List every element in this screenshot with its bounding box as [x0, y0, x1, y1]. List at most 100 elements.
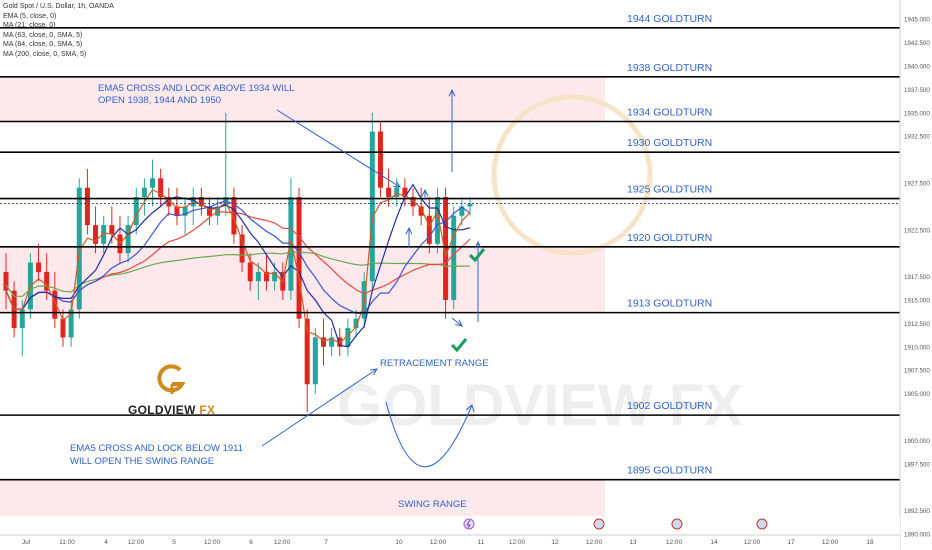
price-tick-label: 1890.000	[904, 532, 930, 539]
time-tick-label: 12:00	[586, 539, 603, 546]
candle-body	[272, 271, 278, 282]
level-label: 1944 GOLDTURN	[627, 13, 712, 25]
time-tick-label: 12:00	[204, 539, 221, 546]
time-tick-label: 12:00	[822, 539, 839, 546]
time-tick-label: 12:00	[744, 539, 761, 546]
time-tick-label: 13	[629, 539, 637, 546]
level-label: 1930 GOLDTURN	[627, 137, 712, 149]
candle-body	[60, 318, 66, 338]
level-label: 1913 GOLDTURN	[627, 298, 712, 310]
level-label: 1920 GOLDTURN	[627, 232, 712, 244]
arrow-up-1944-head	[448, 88, 456, 97]
candle-body	[109, 225, 115, 235]
swing-curve-head	[465, 404, 475, 413]
candle-body	[345, 328, 351, 347]
candle-body	[158, 178, 164, 198]
time-tick-label: 11	[478, 539, 485, 546]
moving-averages	[5, 183, 471, 348]
level-lines[interactable]: 1956 GOLDTURN1956.7001950 GOLDTURN1950.5…	[0, 0, 932, 485]
time-tick-label: Jul	[22, 539, 31, 546]
lower-note-line1: EMA5 CROSS AND LOCK BELOW 1911	[70, 443, 243, 454]
candle-body	[101, 225, 107, 244]
candle-body	[198, 197, 204, 207]
upper-note-line2: OPEN 1938, 1944 AND 1950	[98, 95, 221, 106]
arrow-up-1925-head	[474, 240, 482, 249]
lightning-icon[interactable]	[463, 518, 475, 530]
candle-body	[84, 187, 90, 226]
upper-note-line1: EMA5 CROSS AND LOCK ABOVE 1934 WILL	[98, 83, 294, 94]
candle-body	[369, 131, 375, 282]
candle-body	[223, 197, 229, 207]
logo-wordmark: GOLDVIEW FX	[128, 403, 215, 417]
time-axis[interactable]: Jul 11:00 4 12:00 5 12:00 6 12:00 7 10 12:00 11 12:0…	[0, 516, 900, 550]
time-tick-label: 12:00	[430, 539, 447, 546]
arrow-small-down-head	[455, 319, 463, 327]
check-marks	[450, 248, 486, 353]
logo-word-main: GOLDVIEW	[128, 403, 196, 417]
level-label: 1934 GOLDTURN	[627, 106, 712, 118]
us-flag-icon[interactable]	[593, 518, 605, 530]
time-tick-label: 4	[104, 539, 108, 546]
price-tick-label: 1917.500	[904, 274, 930, 281]
legend-ma21[interactable]: MA (21, close, 0)	[3, 22, 56, 29]
legend-ma200[interactable]: MA (200, close, 0, SMA, 5)	[3, 50, 87, 58]
candle-body	[263, 271, 269, 282]
event-icons	[463, 518, 768, 530]
time-tick-label: 10	[395, 539, 403, 546]
price-axis-bg	[900, 0, 932, 550]
arrow-to-1934	[276, 109, 401, 188]
watermark: GOLDVIEW FX	[337, 94, 743, 438]
candle-body	[174, 206, 180, 216]
lower-note-line2: WILL OPEN THE SWING RANGE	[70, 456, 214, 467]
us-flag-icon[interactable]	[756, 518, 768, 530]
arrow-small-up-2-head	[405, 226, 413, 235]
price-tick-label: 1900.000	[904, 438, 930, 445]
goldview-logo: GOLDVIEW FX	[128, 362, 215, 417]
candle-body	[207, 206, 213, 216]
candle-body	[125, 225, 131, 254]
price-tick-label: 1912.500	[904, 321, 930, 328]
time-axis-bg	[0, 516, 900, 550]
level-label: 1895 GOLDTURN	[627, 465, 712, 477]
price-tick-label: 1932.500	[904, 134, 930, 141]
swing-curve	[385, 401, 473, 468]
candle-body	[296, 197, 302, 319]
check-icon	[468, 248, 486, 263]
price-axis[interactable]: 1955.0001952.5001947.5001945.0001942.500…	[899, 0, 932, 550]
price-tick-label: 1915.000	[904, 298, 930, 305]
legend-ema5[interactable]: EMA (5, close, 0)	[3, 12, 57, 20]
price-tick-label: 1940.000	[904, 64, 930, 71]
us-flag-icon[interactable]	[671, 518, 683, 530]
time-tick-label: 5	[172, 539, 176, 546]
time-tick-label: 14	[710, 539, 718, 546]
arrow-retracement-head	[369, 368, 378, 376]
time-tick-label: 12:00	[274, 539, 291, 546]
legend-ma84[interactable]: MA (84, close, 0, SMA, 5)	[3, 41, 83, 48]
price-tick-label: 1892.500	[904, 508, 930, 515]
candle-body	[443, 197, 449, 300]
candle-body	[36, 262, 42, 272]
level-label: 1925 GOLDTURN	[627, 184, 712, 196]
arrow-retracement	[261, 368, 378, 447]
zone-band	[0, 479, 605, 516]
arrow-to-1934-head	[392, 180, 401, 188]
price-tick-label: 1910.000	[904, 344, 930, 351]
candle-body	[451, 215, 457, 300]
candle-body	[52, 290, 58, 319]
candle-body	[255, 271, 261, 282]
watermark-ring	[491, 94, 653, 256]
time-tick-label: 12:00	[666, 539, 683, 546]
time-tick-label: 7	[324, 539, 328, 546]
price-tick-label: 1905.000	[904, 391, 930, 398]
price-tick-label: 1945.000	[904, 17, 930, 24]
arrow-small-up-1-head	[421, 188, 429, 197]
candle-body	[141, 187, 147, 198]
candle-body	[247, 262, 253, 282]
candle-body	[304, 318, 310, 385]
legend-ma63[interactable]: MA (63, close, 0, SMA, 5)	[3, 31, 83, 39]
candle-body	[166, 197, 172, 207]
candle-body	[133, 197, 139, 226]
candle-body	[68, 309, 74, 338]
